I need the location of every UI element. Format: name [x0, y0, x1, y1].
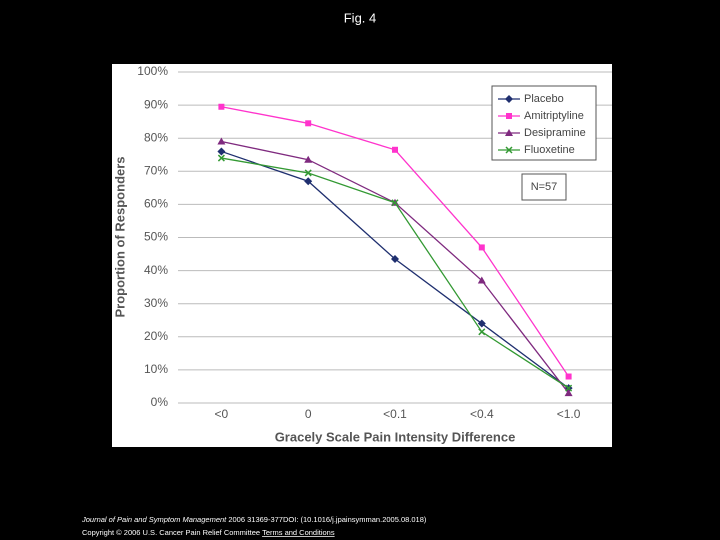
marker	[217, 147, 226, 156]
annotation-box	[521, 173, 567, 201]
legend-label: Placebo	[524, 93, 564, 105]
legend-marker	[505, 129, 513, 136]
x-tick-label: <0	[215, 407, 229, 421]
terms-link[interactable]: Terms and Conditions	[262, 528, 335, 537]
y-tick-label: 20%	[144, 329, 168, 343]
y-tick-label: 0%	[151, 395, 169, 409]
y-tick-label: 50%	[144, 230, 168, 244]
marker	[305, 120, 312, 127]
y-tick-label: 100%	[137, 64, 168, 78]
x-tick-label: <0.1	[383, 407, 407, 421]
legend-label: Amitriptyline	[524, 110, 584, 122]
copyright-text: Copyright © 2006 U.S. Cancer Pain Relief…	[82, 528, 260, 537]
marker	[304, 177, 313, 186]
chart: 0% 10% 20% 30% 40% 50% 60% 70% 80% 90% 100% <0 0 <0.1…	[112, 64, 612, 444]
journal-name: Journal of Pain and Symptom Management	[81, 515, 227, 524]
copyright: Copyright © 2006 U.S. Cancer Pain Relief…	[82, 528, 335, 537]
legend-marker	[506, 113, 512, 119]
marker	[304, 155, 313, 163]
x-tick-label: <0.4	[470, 407, 494, 421]
marker	[478, 328, 486, 336]
marker	[218, 103, 225, 110]
y-tick-label: 60%	[144, 197, 168, 211]
slide-title: Fig. 4	[344, 10, 377, 25]
marker	[217, 154, 225, 162]
marker	[477, 276, 486, 284]
marker	[304, 169, 312, 177]
citation: Journal of Pain and Symptom Management 2…	[81, 515, 427, 524]
marker	[564, 389, 573, 397]
marker	[391, 255, 399, 264]
x-tick-label: <1.0	[557, 407, 581, 421]
marker	[391, 199, 399, 207]
marker	[565, 384, 573, 392]
marker	[392, 146, 398, 153]
y-tick-label: 10%	[144, 362, 168, 376]
legend-label: Desipramine	[524, 127, 586, 139]
y-tick-label: 40%	[144, 263, 168, 277]
x-axis-label: Gracely Scale Pain Intensity Difference	[275, 429, 516, 444]
marker	[477, 319, 486, 328]
legend-label: Fluoxetine	[524, 144, 575, 156]
legend-marker	[505, 95, 513, 103]
y-axis-label: Proportion of Responders	[112, 156, 127, 317]
y-tick-label: 80%	[144, 130, 168, 144]
marker	[217, 137, 226, 145]
marker	[478, 244, 485, 251]
marker	[565, 373, 572, 380]
y-tick-label: 30%	[144, 296, 168, 310]
y-tick-label: 90%	[144, 97, 168, 111]
legend-marker	[505, 146, 513, 154]
annotation: N=57	[531, 181, 558, 193]
citation-details: 2006 31369-377DOI: (10.1016/j.jpainsymma…	[228, 515, 427, 524]
y-tick-label: 70%	[144, 163, 168, 177]
x-tick-label: 0	[305, 407, 312, 421]
